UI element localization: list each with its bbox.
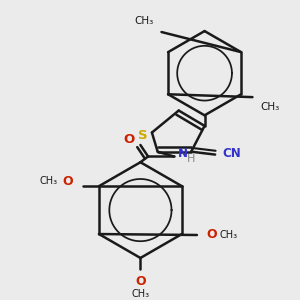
Text: N: N (178, 147, 188, 160)
Text: CH₃: CH₃ (220, 230, 238, 240)
Text: H: H (186, 154, 195, 164)
Text: S: S (137, 129, 147, 142)
Text: CH₃: CH₃ (135, 16, 154, 26)
Text: CH₃: CH₃ (40, 176, 58, 186)
Text: O: O (63, 175, 74, 188)
Text: O: O (206, 229, 217, 242)
Text: O: O (135, 275, 146, 288)
Text: CH₃: CH₃ (260, 102, 279, 112)
Text: CN: CN (223, 147, 242, 160)
Text: O: O (123, 133, 135, 146)
Text: CH₃: CH₃ (131, 289, 149, 298)
